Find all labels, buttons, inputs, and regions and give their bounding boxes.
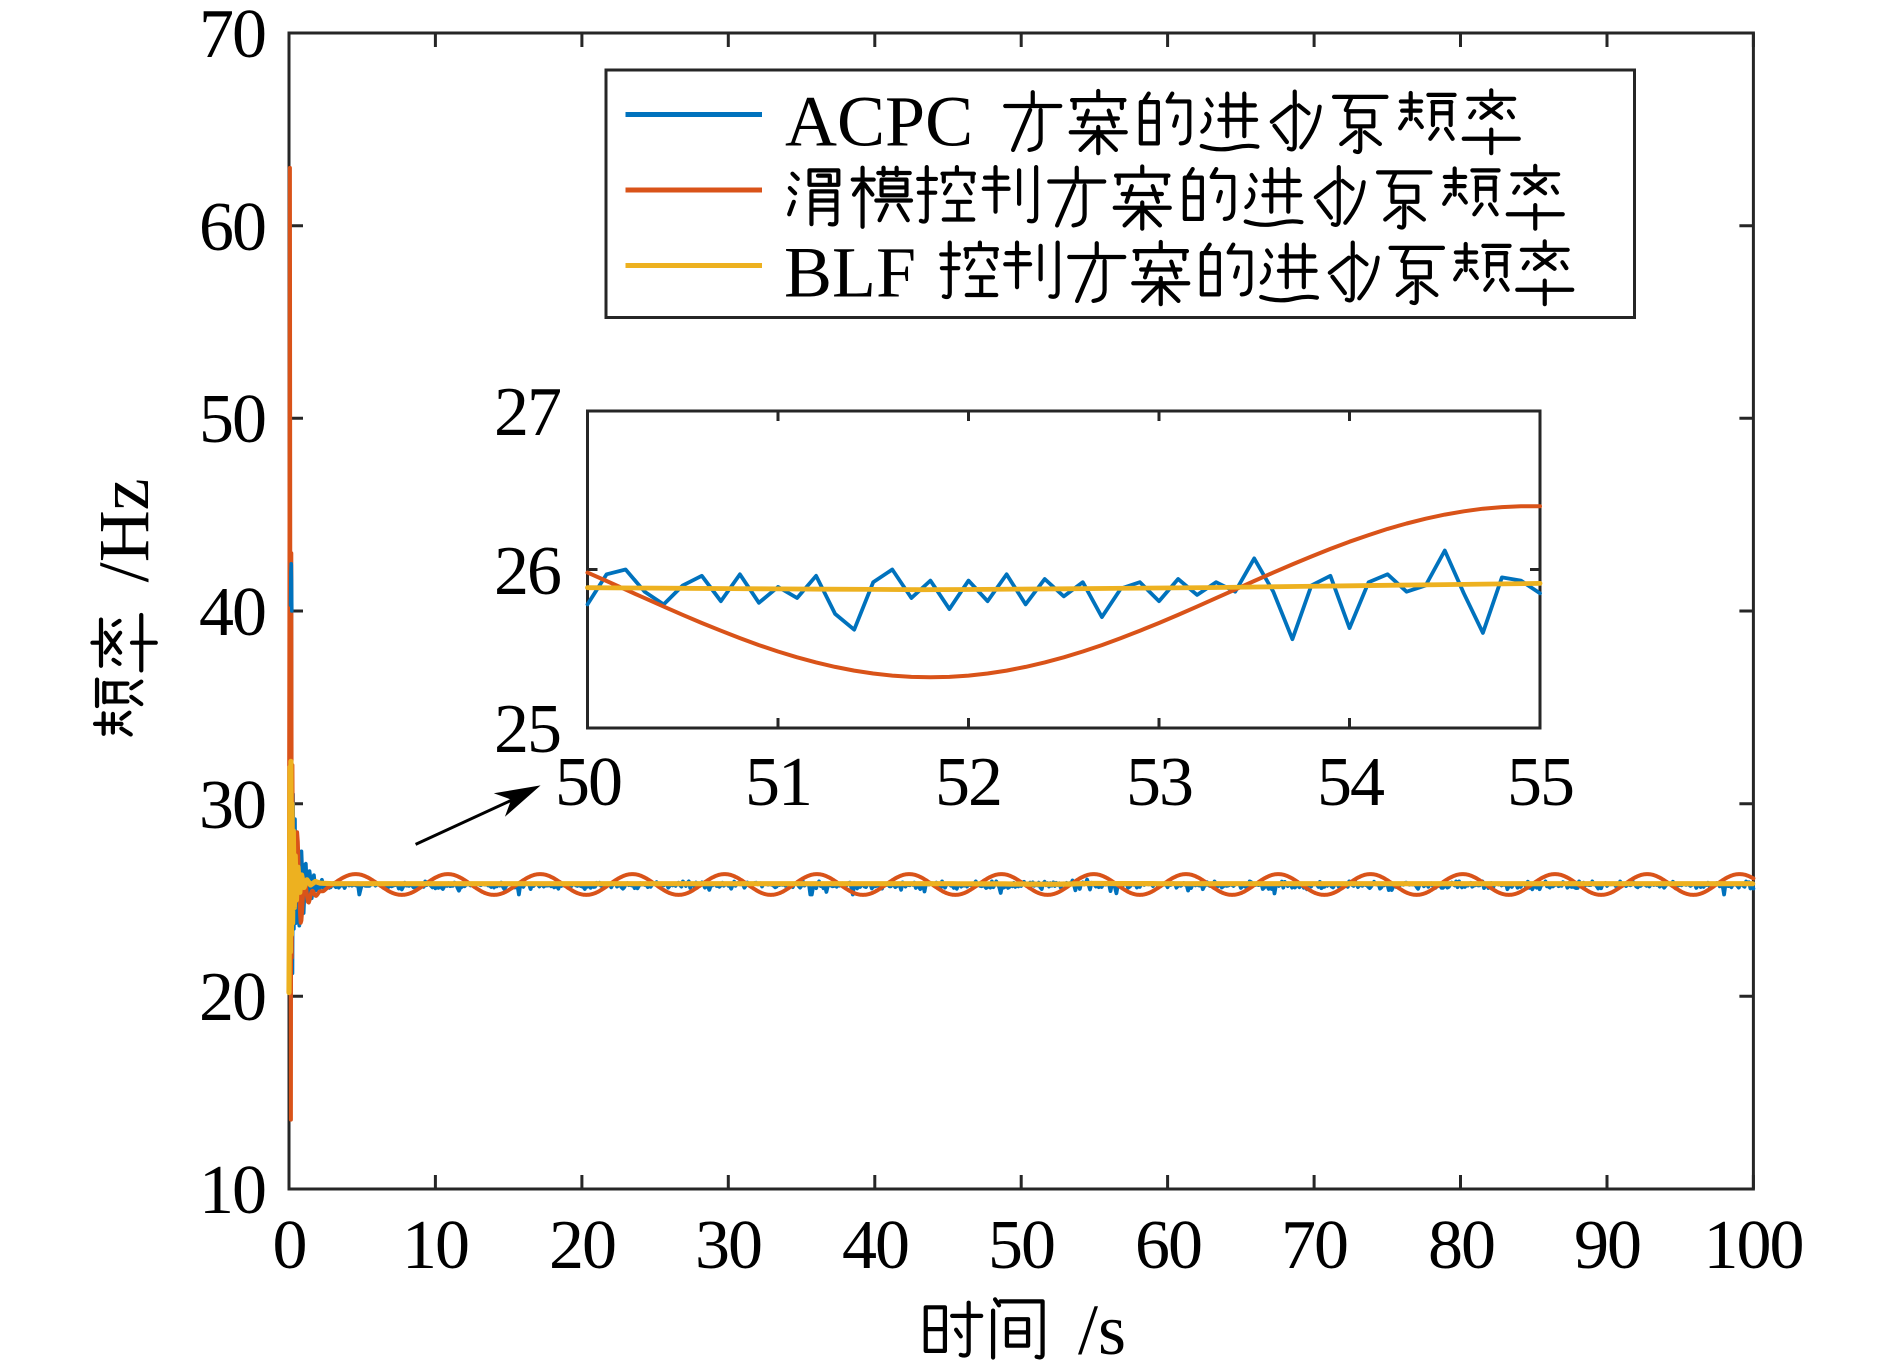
svg-text:53: 53 (1126, 744, 1192, 821)
svg-text:80: 80 (1428, 1207, 1494, 1284)
svg-text:20: 20 (199, 959, 265, 1036)
svg-text:ACPC: ACPC (785, 82, 973, 162)
svg-text:70: 70 (1281, 1207, 1347, 1284)
svg-text:/s: /s (1078, 1290, 1126, 1370)
svg-text:BLF: BLF (784, 233, 916, 313)
svg-text:52: 52 (935, 744, 1001, 821)
svg-text:60: 60 (199, 189, 265, 266)
svg-text:/Hz: /Hz (84, 478, 164, 582)
svg-text:100: 100 (1704, 1207, 1803, 1284)
svg-text:40: 40 (842, 1207, 908, 1284)
svg-text:30: 30 (199, 767, 265, 844)
svg-text:50: 50 (555, 744, 621, 821)
svg-text:90: 90 (1574, 1207, 1640, 1284)
svg-text:40: 40 (199, 574, 265, 651)
svg-text:51: 51 (745, 744, 811, 821)
svg-text:0: 0 (273, 1207, 306, 1284)
svg-text:20: 20 (549, 1207, 615, 1284)
svg-text:26: 26 (494, 533, 560, 610)
svg-text:27: 27 (494, 374, 560, 451)
svg-text:50: 50 (988, 1207, 1054, 1284)
svg-text:60: 60 (1135, 1207, 1201, 1284)
svg-text:54: 54 (1317, 744, 1384, 821)
svg-text:25: 25 (494, 691, 560, 768)
svg-text:30: 30 (695, 1207, 761, 1284)
svg-text:10: 10 (199, 1152, 265, 1229)
svg-text:55: 55 (1507, 744, 1573, 821)
svg-text:50: 50 (199, 381, 265, 458)
svg-text:10: 10 (402, 1207, 468, 1284)
svg-text:70: 70 (199, 0, 265, 73)
